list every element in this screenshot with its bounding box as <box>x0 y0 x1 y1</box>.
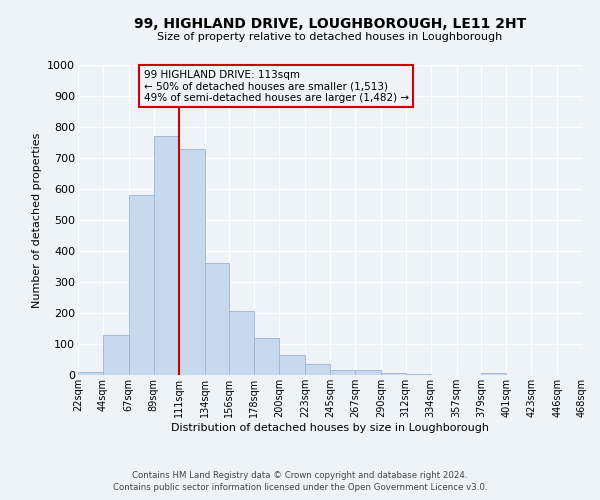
Bar <box>406 374 431 375</box>
Text: Contains public sector information licensed under the Open Government Licence v3: Contains public sector information licen… <box>113 484 487 492</box>
Text: 99, HIGHLAND DRIVE, LOUGHBOROUGH, LE11 2HT: 99, HIGHLAND DRIVE, LOUGHBOROUGH, LE11 2… <box>134 18 526 32</box>
Bar <box>254 338 279 375</box>
Bar <box>355 370 381 375</box>
Bar <box>78 372 103 375</box>
Bar <box>103 336 129 375</box>
Bar <box>205 264 229 375</box>
Bar <box>154 136 179 375</box>
Bar <box>381 372 406 375</box>
Text: Contains HM Land Registry data © Crown copyright and database right 2024.: Contains HM Land Registry data © Crown c… <box>132 471 468 480</box>
Bar <box>229 311 254 375</box>
Y-axis label: Number of detached properties: Number of detached properties <box>32 132 41 308</box>
Text: 99 HIGHLAND DRIVE: 113sqm
← 50% of detached houses are smaller (1,513)
49% of se: 99 HIGHLAND DRIVE: 113sqm ← 50% of detac… <box>143 70 409 103</box>
Bar <box>481 372 506 375</box>
Text: Size of property relative to detached houses in Loughborough: Size of property relative to detached ho… <box>157 32 503 42</box>
X-axis label: Distribution of detached houses by size in Loughborough: Distribution of detached houses by size … <box>171 422 489 432</box>
Bar <box>129 195 154 375</box>
Bar <box>330 370 355 375</box>
Bar <box>305 364 330 375</box>
Bar <box>279 356 305 375</box>
Bar <box>179 148 205 375</box>
